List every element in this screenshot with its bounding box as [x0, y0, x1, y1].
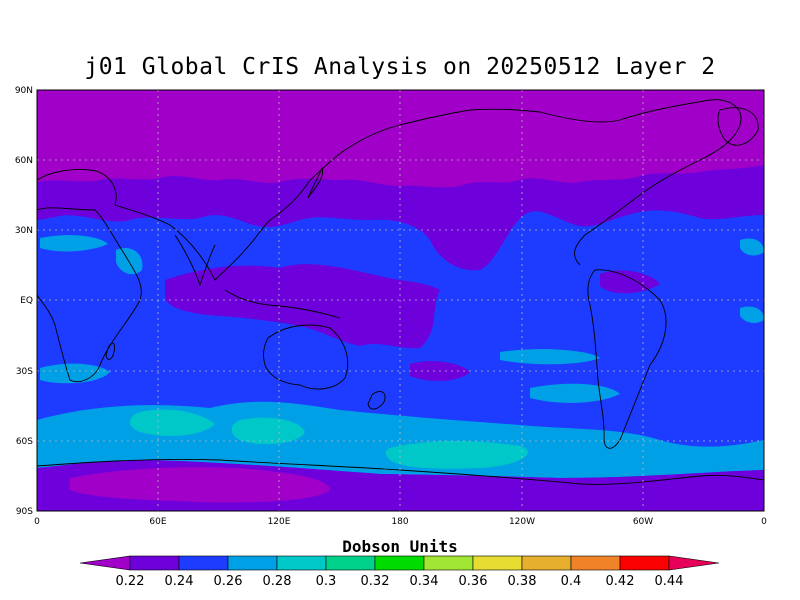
lat-tick-30s: 30S: [16, 367, 33, 377]
coastline-india: [174, 234, 216, 287]
colorbar-label: 0.24: [165, 574, 194, 589]
colorbar: 0.22 0.24 0.26 0.28 0.3 0.32 0.34 0.36 0.38 0.4 0.…: [79, 555, 720, 589]
map-frame: [36, 89, 765, 512]
colorbar-swatch: [521, 555, 572, 571]
colorbar-label: 0.3: [316, 574, 337, 589]
colorbar-swatch: [374, 555, 425, 571]
lat-axis: 90N 60N 30N EQ 30S 60S 90S: [15, 86, 33, 517]
map-title: j01 Global CrIS Analysis on 20250512 Lay…: [84, 54, 716, 80]
lat-tick-30n: 30N: [15, 226, 33, 236]
colorbar-swatch: [129, 555, 180, 571]
lon-tick-60w: 60W: [633, 517, 653, 527]
colorbar-label: 0.42: [606, 574, 635, 589]
colorbar-swatch: [325, 555, 376, 571]
lon-tick-120e: 120E: [268, 517, 291, 527]
colorbar-title: Dobson Units: [342, 537, 458, 556]
lat-tick-90s: 90S: [16, 507, 33, 517]
colorbar-label: 0.26: [214, 574, 243, 589]
field-light-patch-1: [40, 363, 110, 384]
lon-tick-0-right: 0: [761, 517, 767, 527]
field-tropical-pacific: [165, 264, 440, 349]
colorbar-label: 0.4: [561, 574, 582, 589]
coastline-north-america: [539, 99, 742, 266]
lat-tick-60s: 60S: [16, 437, 33, 447]
colorbar-label: 0.38: [508, 574, 537, 589]
field-antarctica: [70, 467, 330, 503]
lat-tick-eq: EQ: [20, 296, 33, 306]
colorbar-label: 0.36: [459, 574, 488, 589]
coastlines: [37, 99, 764, 485]
coastline-africa: [37, 207, 142, 383]
colorbar-label: 0.32: [361, 574, 390, 589]
lat-tick-60n: 60N: [15, 156, 33, 166]
coastline-antarctica: [37, 459, 764, 485]
field-north-polar: [37, 90, 764, 188]
colorbar-swatch: [472, 555, 523, 571]
colorbar-max-triangle: [668, 555, 720, 571]
lon-tick-0-left: 0: [34, 517, 40, 527]
coastline-australia: [263, 324, 349, 390]
field-southern-band: [37, 401, 764, 478]
coastline-eurasia: [37, 108, 541, 281]
lon-tick-60e: 60E: [149, 517, 166, 527]
lon-tick-120w: 120W: [509, 517, 535, 527]
field-light-patch-4: [40, 235, 108, 252]
colorbar-swatch: [423, 555, 474, 571]
colorbar-min-triangle: [79, 555, 131, 571]
colorbar-label: 0.28: [263, 574, 292, 589]
coastline-madagascar: [105, 342, 115, 360]
colorbar-swatch: [619, 555, 670, 571]
grid-lines: [37, 90, 764, 511]
coastline-newzealand: [367, 391, 386, 410]
colorbar-swatch: [276, 555, 327, 571]
field-teal-patch-3: [385, 441, 528, 469]
field-light-patch-2: [500, 349, 600, 365]
coastline-indonesia: [224, 289, 341, 319]
coastline-japan: [307, 166, 324, 199]
colorbar-label: 0.34: [410, 574, 439, 589]
colorbar-label: 0.44: [655, 574, 684, 589]
field-light-patch-7: [740, 306, 764, 323]
lat-tick-90n: 90N: [15, 86, 33, 96]
lon-tick-180: 180: [391, 517, 408, 527]
field-light-patch-6: [740, 238, 764, 256]
colorbar-swatch: [227, 555, 278, 571]
lon-axis: 0 60E 120E 180 120W 60W 0: [34, 517, 767, 527]
colorbar-swatch: [570, 555, 621, 571]
map-field: [37, 90, 764, 511]
coastline-south-america: [587, 269, 667, 449]
field-teal-patch-1: [129, 409, 215, 436]
field-light-patch-5: [116, 248, 143, 275]
colorbar-swatch: [178, 555, 229, 571]
coastline-greenland: [717, 107, 759, 146]
colorbar-label: 0.22: [116, 574, 145, 589]
field-light-patch-3: [530, 383, 620, 403]
field-teal-patch-2: [231, 417, 305, 445]
